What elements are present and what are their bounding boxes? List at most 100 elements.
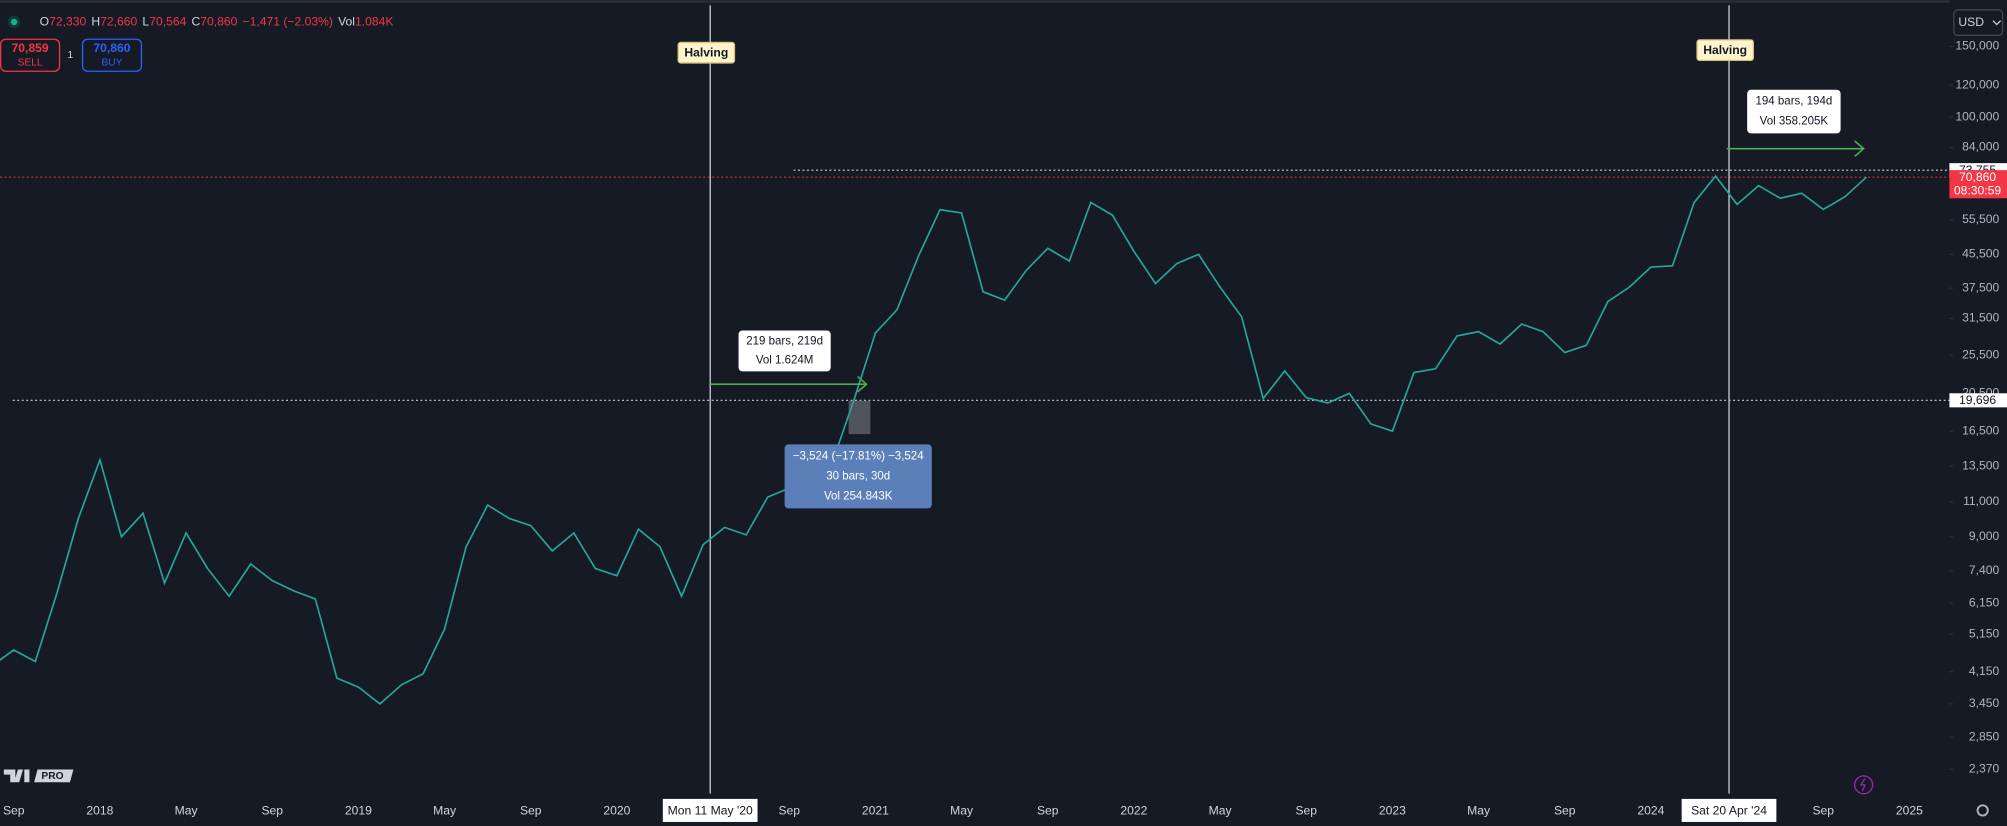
crosshair-date-box <box>662 798 758 822</box>
measure-box <box>1747 89 1841 134</box>
price-line-series <box>0 174 1867 706</box>
measure-range <box>848 400 871 435</box>
y-tick-label: 2,850 <box>1969 729 2000 743</box>
x-tick-label: 2021 <box>862 803 889 817</box>
sell-price[interactable]: 70,859 <box>12 41 49 55</box>
settings-icon[interactable] <box>1976 804 1989 817</box>
x-tick-label: 2018 <box>86 803 113 817</box>
y-tick-label: 3,450 <box>1969 696 2000 710</box>
x-tick-label: 2024 <box>1637 803 1664 817</box>
measure-text: Vol 254.843K <box>824 490 893 502</box>
x-tick-label: 2019 <box>345 803 372 817</box>
x-tick-label: Sep <box>1812 803 1834 817</box>
y-tick-label: 16,500 <box>1962 423 1999 437</box>
x-tick-label: Sep <box>3 803 25 817</box>
halving-tag <box>677 41 736 64</box>
price-label-box <box>1949 170 2007 199</box>
measure-box <box>784 444 932 509</box>
y-tick-label: 11,000 <box>1963 494 1999 508</box>
y-tick-label: 7,400 <box>1969 563 2000 577</box>
buy-label[interactable]: BUY <box>101 58 122 69</box>
ohlc-legend: O72,330 H72,660 L70,564 C70,860 −1,471 (−2.0… <box>40 15 394 29</box>
y-tick-label: 5,150 <box>1969 626 2000 640</box>
x-tick-label: May <box>950 803 974 817</box>
time-axis <box>0 793 2007 826</box>
price-label: 19,696 <box>1959 393 1996 407</box>
x-tick-label: May <box>175 803 199 817</box>
plot-area <box>0 5 1950 794</box>
x-tick-label: May <box>1209 803 1233 817</box>
x-tick-label: Sep <box>1037 803 1059 817</box>
ohlc-key: O <box>40 15 49 29</box>
measure-text: Vol 1.624M <box>756 354 814 366</box>
measure-box <box>738 330 831 372</box>
crosshair-date-box <box>1681 798 1777 822</box>
y-tick-label: 4,150 <box>1969 664 2000 678</box>
x-tick-label: Sep <box>520 803 542 817</box>
currency-label[interactable]: USD <box>1958 15 1984 29</box>
y-tick-label: 6,150 <box>1969 595 2000 609</box>
crosshair-date: Sat 20 Apr '24 <box>1691 803 1767 817</box>
ohlc-key: L <box>142 15 149 29</box>
ohlc-value: 70,564 <box>149 15 186 29</box>
sell-label[interactable]: SELL <box>18 58 43 69</box>
y-tick-label: 2,370 <box>1969 762 2000 776</box>
status-dot <box>10 18 18 26</box>
currency-caret[interactable] <box>1992 20 2002 26</box>
currency-button[interactable] <box>1953 9 2004 37</box>
y-tick-label: 31,500 <box>1962 311 1999 325</box>
change: −1,471 (−2.03%) <box>243 15 333 29</box>
buy-button[interactable] <box>81 38 143 72</box>
ohlc-key: C <box>191 15 200 29</box>
top-border <box>0 0 2007 3</box>
x-tick-label: Sep <box>778 803 800 817</box>
halving-tag <box>1696 39 1754 62</box>
sell-button[interactable] <box>0 38 61 72</box>
ohlc-key: H <box>91 15 100 29</box>
alert-bolt[interactable] <box>1859 778 1866 792</box>
measure-text: −3,524 (−17.81%) −3,524 <box>793 450 924 462</box>
buy-price[interactable]: 70,860 <box>93 41 130 55</box>
y-tick-label: 55,500 <box>1962 212 1999 226</box>
x-tick-label: 2023 <box>1379 803 1406 817</box>
measure-text: 194 bars, 194d <box>1756 96 1833 108</box>
ohlc-value: 72,330 <box>49 15 86 29</box>
vol-key: Vol <box>338 15 355 29</box>
y-tick-label: 45,500 <box>1962 247 1999 261</box>
alert-icon[interactable] <box>1854 775 1874 795</box>
overlays: Halving Halving 219 bars, 219d Vol 1.624M 19… <box>677 39 1841 509</box>
logo-mark[interactable] <box>3 769 30 783</box>
logo-text[interactable]: PRO <box>41 771 63 782</box>
halving-label: Halving <box>684 46 728 60</box>
vol-value: 1.084K <box>355 15 393 29</box>
y-tick-label: 120,000 <box>1955 78 1999 92</box>
x-tick-label: Sep <box>1295 803 1317 817</box>
measure-arrow-head <box>1854 140 1865 157</box>
y-tick-label: 13,500 <box>1962 458 1999 472</box>
crosshair-date: Mon 11 May '20 <box>668 803 753 817</box>
price-axis <box>1949 0 2007 826</box>
x-tick-label: 2020 <box>603 803 630 817</box>
measure-text: 30 bars, 30d <box>826 470 890 482</box>
x-tick-label: Sep <box>1554 803 1576 817</box>
logo-badge[interactable] <box>34 769 74 783</box>
y-tick-label: 100,000 <box>1955 109 1999 123</box>
y-tick-label: 25,500 <box>1962 347 1999 361</box>
x-tick-label: 2022 <box>1120 803 1147 817</box>
y-tick-label: 84,000 <box>1962 140 1999 154</box>
quantity[interactable]: 1 <box>68 50 74 61</box>
halving-label: Halving <box>1703 43 1747 57</box>
price-label-box <box>1949 393 2007 408</box>
measure-text: Vol 358.205K <box>1760 116 1829 128</box>
y-tick-label: 9,000 <box>1969 529 2000 543</box>
countdown: 08:30:59 <box>1954 183 2002 197</box>
ohlc-value: 72,660 <box>100 15 137 29</box>
x-tick-label: May <box>1467 803 1491 817</box>
x-tick-label: 2025 <box>1896 803 1923 817</box>
price-label: 70,860 <box>1959 170 1996 184</box>
y-tick-label: 37,500 <box>1962 280 1999 294</box>
